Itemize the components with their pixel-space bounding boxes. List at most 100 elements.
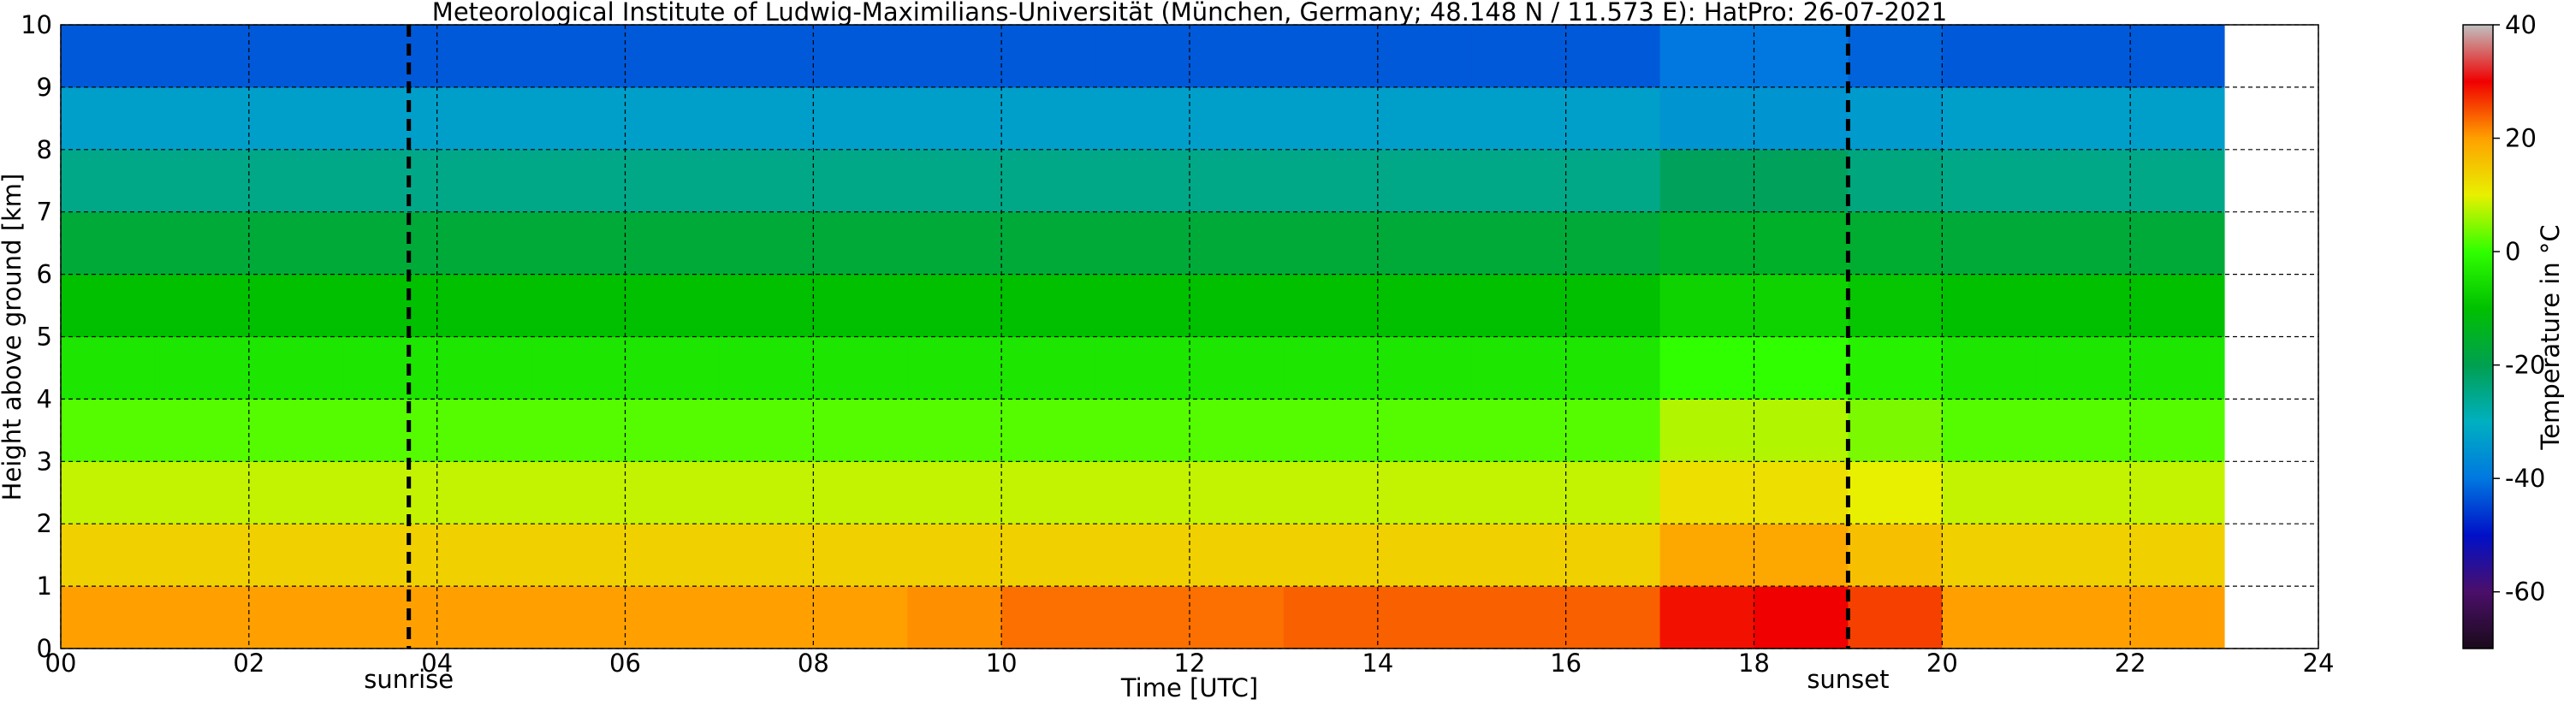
heatmap-cell bbox=[719, 336, 814, 400]
heatmap-cell bbox=[907, 399, 1002, 462]
heatmap-cell bbox=[1190, 399, 1285, 462]
heatmap-cell bbox=[61, 586, 156, 649]
heatmap-cell bbox=[248, 211, 344, 275]
heatmap-cell bbox=[436, 25, 532, 88]
x-tick-label: 18 bbox=[1738, 649, 1770, 678]
heatmap-cell bbox=[248, 25, 344, 88]
heatmap-cell bbox=[1283, 86, 1379, 151]
heatmap-cell bbox=[436, 524, 532, 587]
heatmap-cell bbox=[1190, 149, 1285, 213]
heatmap-cell bbox=[1001, 149, 1096, 213]
heatmap-cell bbox=[1190, 274, 1285, 337]
x-tick-label: 06 bbox=[609, 649, 641, 678]
heatmap-cell bbox=[342, 524, 438, 587]
heatmap-cell bbox=[1377, 149, 1473, 213]
heatmap-cell bbox=[2130, 461, 2225, 524]
heatmap-cell bbox=[719, 524, 814, 587]
heatmap-cell bbox=[813, 524, 908, 587]
colorbar-tick-label: 20 bbox=[2505, 124, 2537, 153]
x-tick-label: 12 bbox=[1174, 649, 1206, 678]
heatmap-cell bbox=[1942, 25, 2037, 88]
heatmap-cell bbox=[1095, 211, 1190, 275]
heatmap-cell bbox=[1095, 336, 1190, 400]
heatmap-cell bbox=[1848, 86, 1943, 151]
heatmap-cell bbox=[1283, 336, 1379, 400]
heatmap-cell bbox=[2036, 211, 2131, 275]
heatmap-cell bbox=[248, 149, 344, 213]
heatmap-cell bbox=[154, 86, 250, 151]
heatmap-cell bbox=[625, 586, 720, 649]
heatmap-cell bbox=[1754, 399, 1849, 462]
heatmap-cell bbox=[1848, 461, 1943, 524]
heatmap-cell bbox=[813, 86, 908, 151]
heatmap-cell bbox=[436, 336, 532, 400]
heatmap-cell bbox=[719, 274, 814, 337]
heatmap-cell bbox=[1565, 211, 1661, 275]
x-tick-label: 14 bbox=[1362, 649, 1393, 678]
heatmap-cell bbox=[1942, 586, 2037, 649]
heatmap-cell bbox=[1283, 586, 1379, 649]
heatmap-cell bbox=[2036, 86, 2131, 151]
heatmap-cell bbox=[248, 524, 344, 587]
heatmap-cell bbox=[531, 586, 626, 649]
heatmap-cell bbox=[2130, 25, 2225, 88]
x-tick-label: 04 bbox=[421, 649, 453, 678]
heatmap-cell bbox=[61, 336, 156, 400]
heatmap-cell bbox=[1942, 211, 2037, 275]
heatmap-cell bbox=[1848, 399, 1943, 462]
annotation-label: sunset bbox=[1807, 665, 1889, 694]
heatmap-cell bbox=[719, 211, 814, 275]
heatmap-cell bbox=[813, 336, 908, 400]
heatmap-cell bbox=[813, 274, 908, 337]
heatmap-cell bbox=[813, 399, 908, 462]
heatmap-cell bbox=[1942, 524, 2037, 587]
heatmap-cell bbox=[1095, 524, 1190, 587]
y-tick-label: 2 bbox=[37, 509, 52, 538]
heatmap-cell bbox=[1659, 461, 1754, 524]
heatmap-cell bbox=[61, 399, 156, 462]
heatmap-cell bbox=[813, 149, 908, 213]
heatmap-cell bbox=[1471, 336, 1567, 400]
heatmap-cell bbox=[1190, 25, 1285, 88]
heatmap-cell bbox=[1001, 399, 1096, 462]
x-tick-label: 16 bbox=[1550, 649, 1582, 678]
y-tick-label: 8 bbox=[37, 135, 52, 164]
heatmap-cell bbox=[1377, 524, 1473, 587]
chart-title: Meteorological Institute of Ludwig-Maxim… bbox=[432, 0, 1947, 27]
heatmap-cell bbox=[2036, 149, 2131, 213]
heatmap-cell bbox=[248, 86, 344, 151]
heatmap-cell bbox=[813, 25, 908, 88]
heatmap-cell bbox=[436, 586, 532, 649]
heatmap-cell bbox=[1848, 211, 1943, 275]
heatmap-cell bbox=[61, 149, 156, 213]
y-tick-label: 7 bbox=[37, 198, 52, 227]
colorbar-tick-label: -40 bbox=[2505, 464, 2545, 493]
heatmap-cell bbox=[1471, 149, 1567, 213]
heatmap-cell bbox=[1565, 25, 1661, 88]
y-tick-label: 3 bbox=[37, 447, 52, 476]
heatmap-cell bbox=[436, 274, 532, 337]
heatmap-cell bbox=[61, 25, 156, 88]
heatmap-cell bbox=[248, 336, 344, 400]
y-axis-label: Height above ground [km] bbox=[0, 174, 27, 501]
y-tick-label: 0 bbox=[37, 634, 52, 663]
heatmap-cell bbox=[2130, 586, 2225, 649]
heatmap-cell bbox=[625, 211, 720, 275]
heatmap-cell bbox=[1848, 524, 1943, 587]
heatmap-cell bbox=[2036, 461, 2131, 524]
heatmap-cell bbox=[342, 399, 438, 462]
heatmap-cell bbox=[436, 399, 532, 462]
x-tick-label: 00 bbox=[45, 649, 77, 678]
heatmap-cell bbox=[436, 86, 532, 151]
y-tick-label: 1 bbox=[37, 572, 52, 601]
heatmap-cell bbox=[719, 399, 814, 462]
heatmap-cell bbox=[1754, 524, 1849, 587]
heatmap-cell bbox=[342, 25, 438, 88]
heatmap-cell bbox=[154, 274, 250, 337]
heatmap-cell bbox=[1095, 586, 1190, 649]
heatmap-cell bbox=[1001, 336, 1096, 400]
heatmap-cell bbox=[1565, 461, 1661, 524]
heatmap-cell bbox=[625, 149, 720, 213]
heatmap-cell bbox=[625, 25, 720, 88]
